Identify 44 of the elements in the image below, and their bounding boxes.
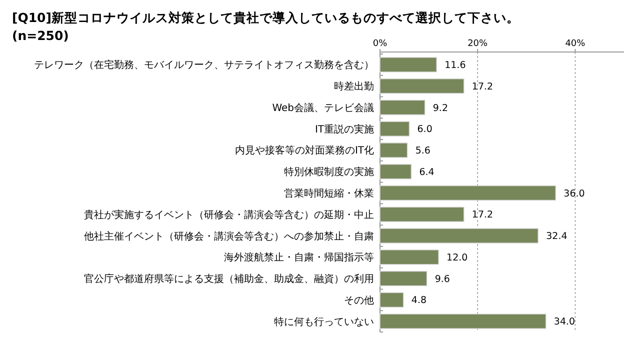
data-label: 34.0 [554,316,576,328]
y-tick-label: 特に何も行っていない [274,316,374,328]
y-tick-label: テレワーク（在宅勤務、モバイルワーク、サテライトオフィス勤務を含む） [34,59,374,72]
data-label: 36.0 [564,188,585,200]
data-label: 11.6 [444,60,466,72]
bar [380,164,412,180]
y-tick-label: 官公庁や都道府県等による支援（補助金、助成金、融資）の利用 [84,273,374,286]
y-tick-label: 時差出勤 [334,80,374,93]
bar [380,206,464,222]
y-tick-label: IT重説の実施 [314,123,374,136]
data-label: 4.8 [411,295,427,306]
y-tick-label: 他社主催イベント（研修会・講演会等含む）への参加禁止・自粛 [84,230,374,242]
bar [380,270,428,286]
data-label: 9.6 [434,274,450,285]
bar [380,185,556,201]
bar [380,292,404,308]
data-label: 9.2 [432,102,448,114]
data-label: 5.6 [415,146,430,157]
y-tick-label: Web会議、テレビ会議 [272,102,374,114]
bar [380,78,464,94]
bar [380,142,408,158]
data-label: 17.2 [472,210,494,221]
bar [380,121,410,137]
text: [Q10]新型コロナウイルス対策として貴社で導入しているものすべて選択して下さい。 [12,10,520,25]
y-tick-label: 営業時間短縮・休業 [284,188,374,200]
y-tick-label: 貴社が実施するイベント（研修会・講演会等含む）の延期・中止 [84,208,374,221]
data-label: 32.4 [546,231,568,242]
bar [380,228,539,244]
data-label: 12.0 [446,252,468,264]
bar [380,100,426,116]
y-tick-label: 内見や接客等の対面業務のIT化 [234,144,374,157]
bar [380,314,546,329]
x-tick-label: 40% [565,39,586,49]
y-tick-label: 特別休暇制度の実施 [284,166,374,178]
x-tick-label: 20% [468,39,488,49]
bar [380,249,439,265]
x-tick-label: 0% [372,39,388,49]
y-tick-label: その他 [344,294,374,306]
y-tick-label: 海外渡航禁止・自粛・帰国指示等 [224,252,374,264]
text: (n=250) [12,28,69,43]
data-label: 6.0 [417,124,432,136]
data-label: 6.4 [419,166,434,178]
bar [380,57,438,72]
data-label: 17.2 [472,81,494,92]
